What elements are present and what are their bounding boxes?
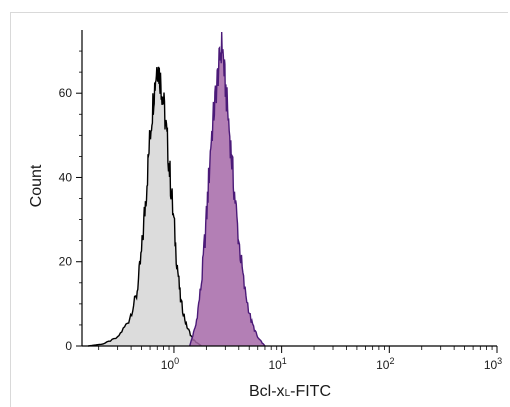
x-tick-label-exponent: 2 (389, 356, 394, 366)
histogram-outline-0 (88, 66, 202, 347)
series-layer (88, 31, 266, 347)
histogram-area-1 (189, 32, 265, 346)
x-tick-label: 101 (268, 356, 286, 372)
y-tick-label: 0 (65, 339, 72, 353)
x-tick-label-base: 10 (376, 358, 390, 372)
x-tick-label: 100 (161, 356, 179, 372)
y-tick-label: 40 (59, 170, 73, 184)
x-axis-title: Bcl-xL-FITC (249, 383, 331, 400)
x-tick-label-base: 10 (161, 358, 175, 372)
x-tick-label-exponent: 3 (497, 356, 502, 366)
histogram-area-0 (88, 66, 202, 347)
x-tick-label: 102 (376, 356, 394, 372)
x-axis-title-prefix: Bcl-x (249, 383, 285, 400)
y-tick-layer: 0 20 40 60 (59, 50, 82, 353)
y-tick-label: 20 (59, 255, 73, 269)
x-axis-title-suffix: -FITC (290, 383, 331, 400)
x-tick-layer: 100 101 102 103 (98, 346, 502, 372)
histogram-outline-1 (189, 31, 266, 347)
x-axis-title-subscript: L (285, 388, 291, 399)
x-tick-label-exponent: 1 (282, 356, 287, 366)
y-tick-label: 60 (59, 86, 73, 100)
x-tick-label-base: 10 (484, 358, 498, 372)
x-tick-label: 103 (484, 356, 502, 372)
x-tick-label-exponent: 0 (174, 356, 179, 366)
chart-frame (10, 12, 508, 407)
x-tick-label-base: 10 (268, 358, 282, 372)
y-axis-title: Count (28, 164, 45, 207)
